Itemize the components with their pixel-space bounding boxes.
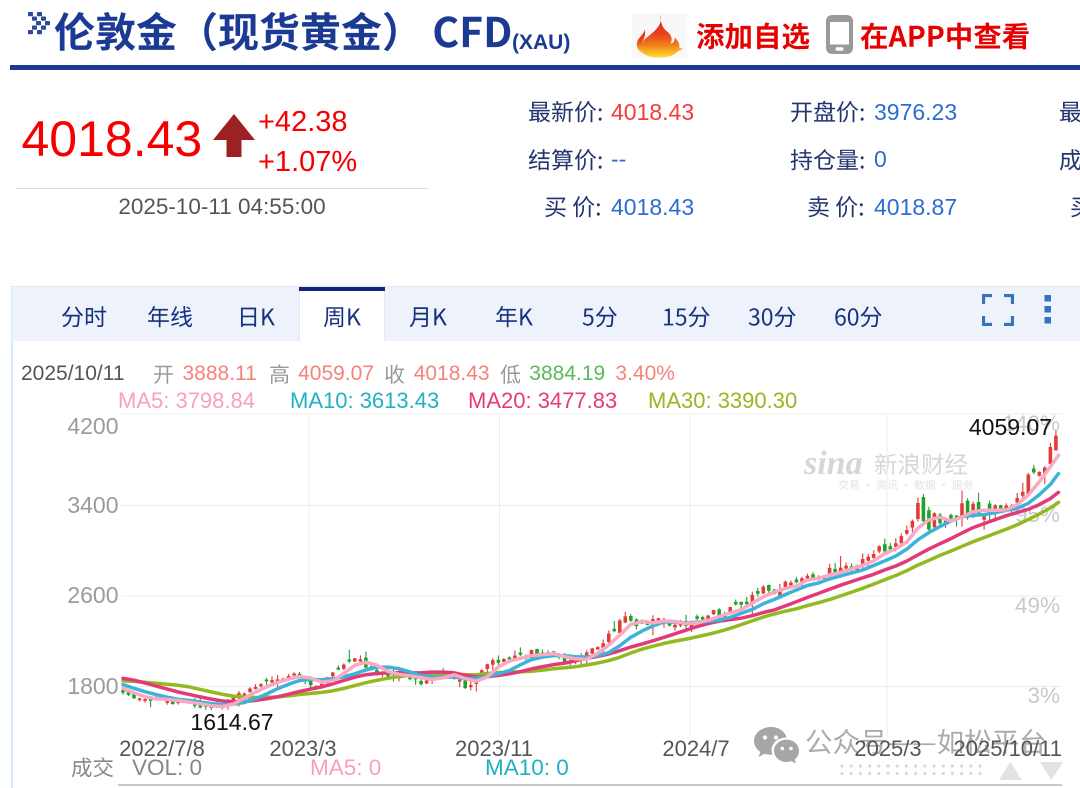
- svg-text:sina: sina: [803, 445, 863, 482]
